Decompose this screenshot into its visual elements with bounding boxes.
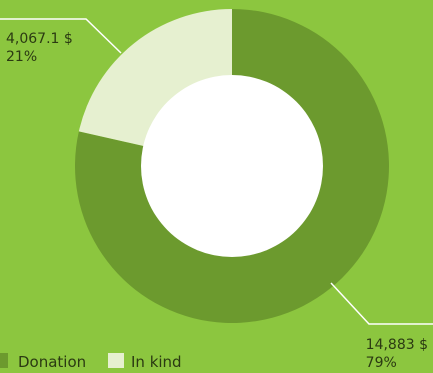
slice-label-donation: 14,883 $ 79% [366, 337, 428, 372]
donut-center [141, 75, 323, 257]
leader-line-donation [330, 282, 433, 325]
slice-value-in-kind: 4,067.1 $ [6, 31, 73, 47]
legend-swatch-donation [0, 353, 8, 368]
slice-label-in-kind: 4,067.1 $ 21% [6, 31, 73, 66]
legend-label-in-kind: In kind [131, 353, 182, 371]
slice-value-donation: 14,883 $ [365, 337, 428, 353]
legend-swatch-in-kind [108, 353, 124, 368]
leader-line-in-kind [0, 18, 122, 54]
slice-percent-donation: 79% [365, 354, 397, 371]
legend-label-donation: Donation [18, 353, 86, 371]
slice-percent-in-kind: 21% [6, 48, 38, 65]
